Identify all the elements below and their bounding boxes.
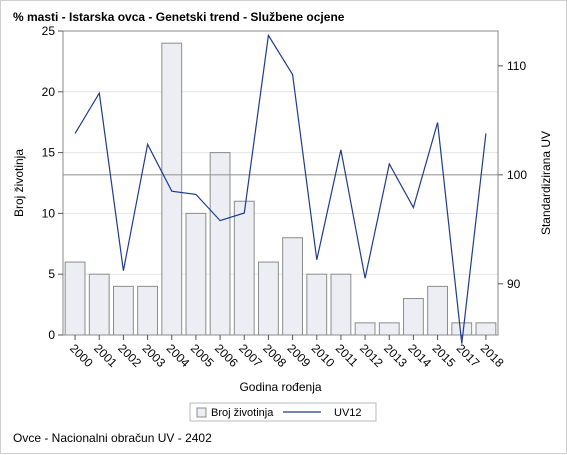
- x-tick-label: 2005: [188, 341, 217, 370]
- bar: [209, 152, 231, 336]
- x-tick-label: 2013: [381, 341, 410, 370]
- bar: [64, 261, 86, 336]
- bar: [137, 285, 158, 336]
- y-tick-label: 25: [42, 24, 56, 38]
- x-tick-label: 2004: [164, 341, 193, 370]
- x-tick-label: 2000: [67, 341, 96, 370]
- x-tick-label: 2003: [139, 341, 168, 370]
- series-line-uv12: [74, 33, 487, 344]
- x-tick-label: 2011: [333, 341, 361, 369]
- y-tick-label: 10: [42, 206, 56, 220]
- chart-footnote: Ovce - Nacionalni obračun UV - 2402: [13, 431, 212, 445]
- bar: [354, 322, 376, 336]
- x-tick-label: 2001: [91, 341, 120, 370]
- legend-swatch-bars: [196, 407, 207, 418]
- y2-tick-label: 110: [507, 59, 526, 73]
- bar: [233, 200, 255, 336]
- x-tick-label: 2007: [236, 341, 265, 370]
- y2-tick-label: 90: [507, 277, 521, 291]
- x-tick-label: 2018: [478, 341, 507, 370]
- y-tick-label: 5: [48, 267, 55, 281]
- legend-label-bars: Broj životinja: [211, 407, 274, 419]
- x-tick-label: 2008: [260, 341, 289, 370]
- bar: [306, 273, 328, 336]
- x-tick-label: 2014: [405, 341, 434, 370]
- bar: [427, 285, 448, 336]
- plot-area-frame: [62, 30, 499, 336]
- bar: [258, 261, 279, 336]
- bar: [330, 273, 352, 336]
- y-tick-label: 0: [48, 328, 55, 342]
- bar: [113, 285, 134, 336]
- bar: [185, 212, 207, 336]
- bar: [475, 322, 497, 336]
- y2-tick-label: 100: [507, 168, 527, 182]
- y-tick-label: 20: [42, 85, 56, 99]
- legend-label-line: UV12: [334, 407, 362, 419]
- chart-title: % masti - Istarska ovca - Genetski trend…: [13, 10, 345, 24]
- y2-axis-label: Standardizirana UV: [539, 131, 553, 235]
- x-tick-label: 2006: [212, 341, 241, 370]
- y-axis-label: Broj životinja: [12, 149, 26, 217]
- x-tick-label: 2010: [309, 341, 338, 370]
- y-tick-label: 15: [42, 146, 56, 160]
- bar: [88, 273, 110, 336]
- bar: [403, 298, 424, 336]
- x-axis-label: Godina rođenja: [239, 380, 321, 394]
- x-tick-label: 2009: [284, 341, 313, 370]
- bar: [282, 237, 303, 336]
- bar: [161, 42, 183, 336]
- x-tick-label: 2002: [115, 341, 144, 370]
- bar: [378, 322, 400, 336]
- x-tick-label: 2012: [357, 341, 386, 370]
- x-tick-label: 2015: [429, 341, 458, 370]
- x-tick-label: 2017: [454, 341, 483, 370]
- bar: [451, 322, 473, 336]
